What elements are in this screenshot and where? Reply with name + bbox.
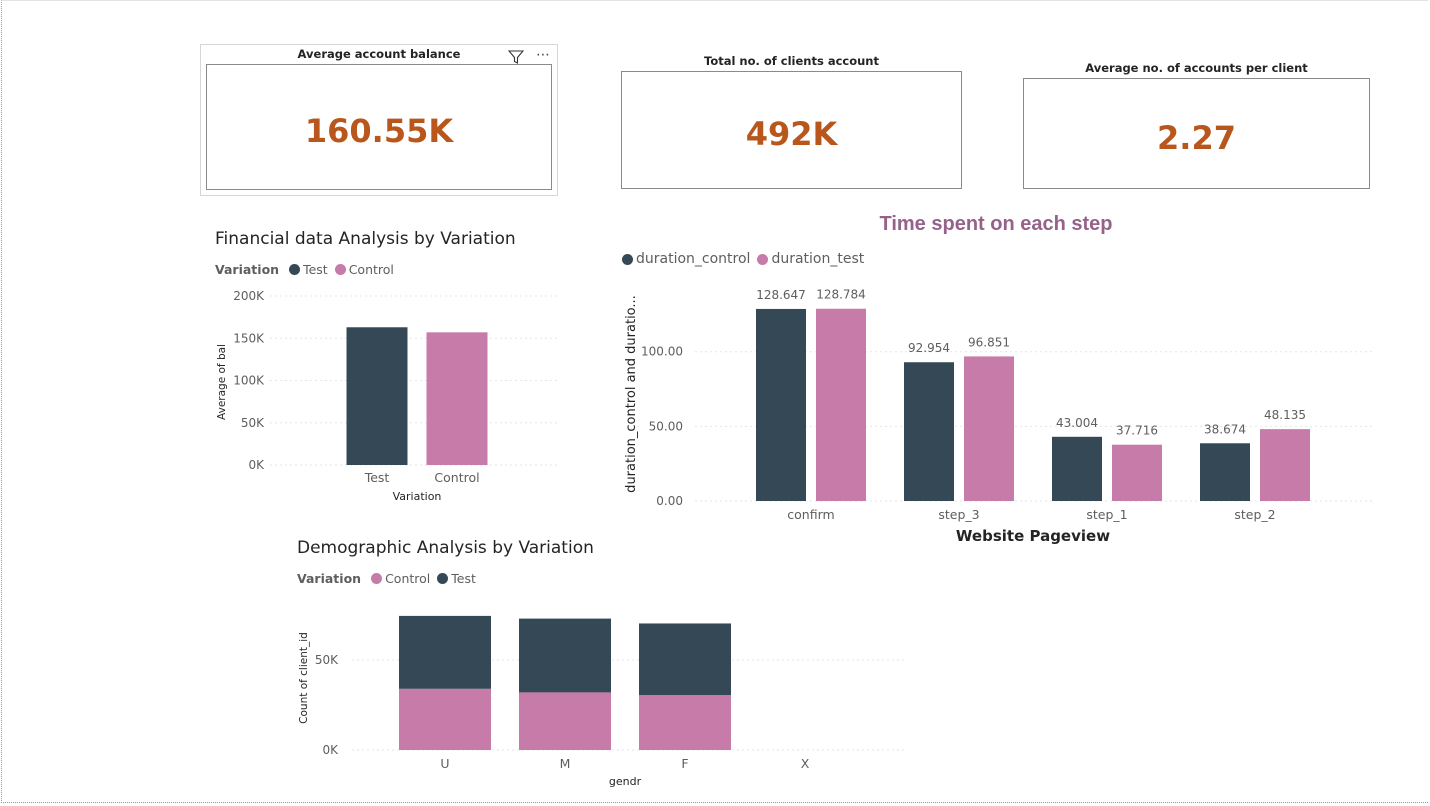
bar-control-M[interactable] [519, 692, 611, 750]
y-axis-title: Average of bal [216, 344, 228, 420]
bar-control[interactable] [426, 332, 488, 465]
data-label: 128.647 [756, 288, 806, 302]
y-tick-label: 0K [322, 743, 339, 757]
x-tick-label: Control [434, 470, 479, 485]
bar-test-U[interactable] [399, 615, 491, 689]
y-tick-label: 0K [248, 458, 265, 472]
bar-control-F[interactable] [639, 695, 731, 750]
legend-duration-control-marker [622, 253, 633, 265]
bar-control-U[interactable] [399, 688, 491, 750]
data-label: 38.674 [1204, 422, 1246, 436]
steps-bar-chart[interactable]: 0.00 50.00 100.00 128.647 128.784 confirm 92.9… [615, 278, 1380, 548]
y-tick-label: 0.00 [656, 494, 683, 508]
data-label: 37.716 [1116, 424, 1158, 438]
x-axis-title: Website Pageview [956, 527, 1110, 545]
y-tick-label: 100.00 [641, 345, 683, 359]
bar-test-F[interactable] [639, 623, 731, 696]
data-label: 96.851 [968, 335, 1010, 349]
y-axis-title: Count of client_id [298, 632, 310, 724]
x-axis-title: Variation [393, 490, 442, 503]
total-clients-card[interactable]: 492K [621, 71, 962, 189]
x-tick-label: Test [364, 470, 390, 485]
bar-duration_test-step_3[interactable] [964, 356, 1014, 501]
bar-duration_control-step_1[interactable] [1052, 436, 1102, 501]
legend-title: Variation [297, 571, 362, 586]
legend-test-label[interactable]: Test [303, 262, 328, 277]
legend-control-label[interactable]: Control [385, 571, 431, 586]
legend-test-label[interactable]: Test [451, 571, 476, 586]
bar-duration_test-step_1[interactable] [1112, 444, 1162, 501]
x-tick-label: X [801, 756, 810, 771]
financial-chart-title: Financial data Analysis by Variation [215, 229, 516, 249]
bar-duration_test-confirm[interactable] [816, 308, 866, 501]
y-tick-label: 200K [233, 289, 265, 303]
legend-duration-control-label[interactable]: duration_control [636, 251, 751, 267]
total-clients-value: 492K [745, 115, 838, 153]
demographic-legend: Variation Control Test [297, 571, 479, 586]
average-balance-card[interactable]: 160.55K [206, 64, 552, 190]
demographic-chart-title: Demographic Analysis by Variation [297, 538, 594, 558]
steps-chart-title: Time spent on each step [879, 213, 1113, 235]
bar-test-M[interactable] [519, 618, 611, 693]
bar-duration_control-step_3[interactable] [904, 362, 954, 501]
filter-icon[interactable] [507, 49, 525, 69]
legend-test-marker [289, 264, 301, 275]
bar-duration_test-step_2[interactable] [1260, 429, 1310, 501]
x-tick-label: F [681, 756, 688, 771]
average-balance-value: 160.55K [304, 112, 454, 150]
data-label: 128.784 [816, 288, 866, 302]
data-label: 92.954 [908, 341, 950, 355]
financial-legend: Variation Test Control [215, 262, 397, 277]
y-axis-title: duration_control and duratio... [624, 295, 639, 493]
legend-duration-test-label[interactable]: duration_test [771, 251, 865, 267]
y-tick-label: 150K [233, 331, 265, 345]
x-axis-title: gendr [609, 775, 642, 788]
y-tick-label: 50.00 [649, 419, 683, 433]
x-tick-label: U [440, 756, 449, 771]
legend-test-marker [437, 573, 449, 584]
avg-accounts-value: 2.27 [1157, 119, 1236, 157]
y-tick-label: 50K [241, 416, 265, 430]
average-balance-card-frame[interactable] [200, 44, 558, 196]
x-tick-label: confirm [787, 507, 834, 522]
legend-duration-test-marker [757, 253, 769, 265]
bar-test[interactable] [346, 327, 408, 465]
total-clients-card-title: Total no. of clients account [704, 54, 879, 68]
y-tick-label: 50K [315, 653, 339, 667]
bar-duration_control-confirm[interactable] [756, 308, 806, 501]
legend-control-marker [334, 264, 346, 275]
x-tick-label: M [560, 756, 571, 771]
legend-control-marker [371, 573, 383, 584]
y-tick-label: 100K [233, 374, 265, 388]
x-tick-label: step_3 [938, 507, 979, 522]
average-balance-card-title: Average account balance [297, 47, 461, 61]
more-options-icon[interactable]: ⋯ [536, 47, 551, 63]
bar-duration_control-step_2[interactable] [1200, 443, 1250, 501]
data-label: 48.135 [1264, 408, 1306, 422]
legend-control-label[interactable]: Control [348, 262, 394, 277]
legend-title: Variation [215, 262, 280, 277]
avg-accounts-card-title: Average no. of accounts per client [1085, 61, 1308, 75]
avg-accounts-card[interactable]: 2.27 [1023, 78, 1370, 189]
x-tick-label: step_2 [1234, 507, 1275, 522]
steps-legend: duration_control duration_test [618, 251, 867, 267]
financial-bar-chart[interactable]: 0K 50K 100K 150K 200K Test Control Variation Ave… [205, 282, 575, 512]
data-label: 43.004 [1056, 416, 1098, 430]
x-tick-label: step_1 [1086, 507, 1127, 522]
